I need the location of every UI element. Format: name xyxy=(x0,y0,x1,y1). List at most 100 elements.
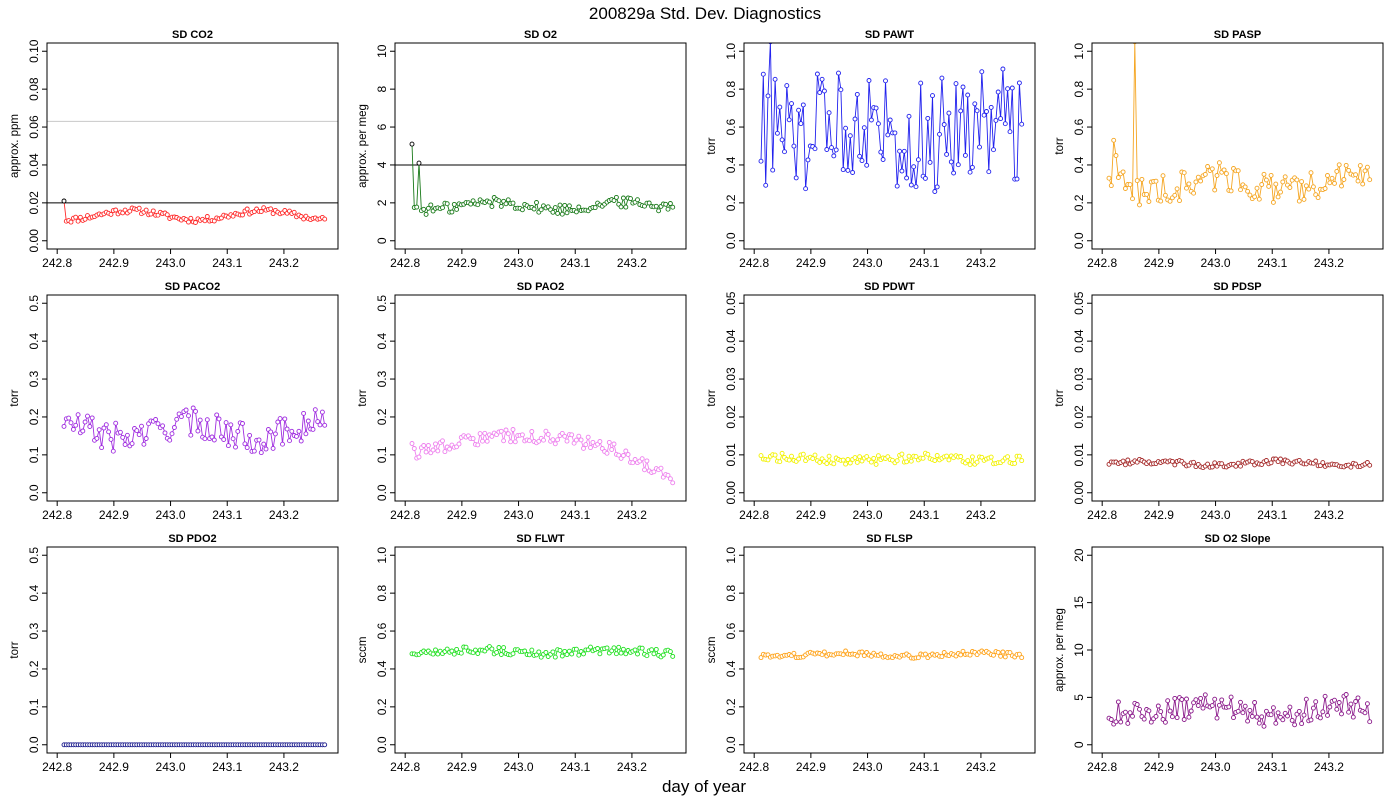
data-point xyxy=(258,450,264,456)
y-tick-label: 0.04 xyxy=(1072,329,1086,353)
y-tick-label: 0.3 xyxy=(375,370,389,387)
data-point xyxy=(303,431,309,437)
data-point xyxy=(1000,66,1006,72)
data-point xyxy=(1303,183,1309,189)
data-point xyxy=(894,183,900,189)
data-point xyxy=(969,164,975,170)
data-point xyxy=(639,645,645,651)
data-point xyxy=(1287,704,1293,710)
data-point xyxy=(526,652,532,658)
data-point xyxy=(1238,187,1243,193)
y-tick-label: 0.00 xyxy=(27,229,41,253)
data-point xyxy=(831,461,837,467)
x-tick-label: 243.2 xyxy=(617,760,647,774)
data-point xyxy=(284,426,290,432)
data-point xyxy=(433,441,438,447)
panel-title-pasp: SD PASP xyxy=(1214,29,1261,41)
x-tick-label: 243.0 xyxy=(1201,256,1231,270)
data-point xyxy=(1155,703,1161,709)
x-tick-label: 243.2 xyxy=(617,508,647,522)
x-tick-label: 243.0 xyxy=(504,508,534,522)
data-point xyxy=(1310,705,1316,711)
data-point xyxy=(984,109,989,114)
series-line-pawt xyxy=(760,43,1023,192)
data-point xyxy=(967,169,973,175)
plot-frame-pawt xyxy=(743,42,1036,250)
data-point xyxy=(423,449,429,455)
y-tick-label: 6 xyxy=(375,123,389,130)
data-point xyxy=(770,167,776,173)
y-axis-label-paco2: torr xyxy=(9,389,21,406)
data-point xyxy=(319,409,325,415)
x-tick-label: 242.8 xyxy=(42,256,72,270)
data-point xyxy=(651,469,657,475)
x-tick-label: 242.8 xyxy=(390,256,420,270)
data-point xyxy=(1270,199,1276,205)
data-point xyxy=(1322,186,1328,191)
data-point xyxy=(1172,192,1178,198)
series-paco2 xyxy=(61,405,328,456)
data-point xyxy=(934,184,940,190)
data-point xyxy=(932,189,938,194)
panel-title-o2: SD O2 xyxy=(524,29,557,41)
data-point xyxy=(1336,162,1342,168)
data-point xyxy=(939,75,945,81)
data-point xyxy=(1113,153,1119,158)
data-point xyxy=(1016,453,1022,459)
data-point xyxy=(760,71,766,77)
y-tick-label: 0.4 xyxy=(1072,156,1086,173)
data-point xyxy=(1137,706,1142,712)
y-axis-label-pdo2: torr xyxy=(9,641,21,658)
data-point xyxy=(803,186,809,192)
data-point xyxy=(120,434,126,440)
data-point xyxy=(925,115,931,121)
data-point xyxy=(536,649,542,655)
data-point xyxy=(440,438,445,444)
data-point xyxy=(425,205,431,211)
data-point xyxy=(1282,174,1288,180)
data-point xyxy=(451,651,457,657)
y-tick-label: 0.2 xyxy=(27,408,41,425)
data-point xyxy=(635,651,640,657)
data-point xyxy=(214,412,220,418)
series-pawt xyxy=(758,43,1025,194)
data-point xyxy=(649,647,655,653)
x-tick-label: 243.2 xyxy=(269,256,299,270)
data-point xyxy=(190,405,196,411)
data-point xyxy=(1235,168,1241,174)
data-point xyxy=(941,122,947,127)
x-tick-label: 242.8 xyxy=(1087,508,1117,522)
panel-pdo2: SD PDO2 242.8 242.9 243.0 243.1 243.2 0.0 0.1 0.… xyxy=(9,533,339,774)
data-point xyxy=(1327,180,1333,186)
data-point xyxy=(611,645,617,651)
data-point xyxy=(958,454,964,459)
data-point xyxy=(569,432,575,438)
data-point xyxy=(555,437,561,443)
data-point xyxy=(606,439,612,445)
data-point xyxy=(1364,164,1370,170)
data-point xyxy=(899,451,905,457)
x-axis-label: day of year xyxy=(662,777,746,796)
data-point xyxy=(1141,716,1147,722)
data-point xyxy=(1193,697,1199,703)
panel-paco2: SD PACO2 242.8 242.9 243.0 243.1 243.2 0.0 0.1 0… xyxy=(9,281,339,522)
data-point xyxy=(789,101,794,107)
data-point xyxy=(1111,137,1117,143)
data-point xyxy=(1174,715,1180,721)
data-point xyxy=(1160,173,1166,179)
x-tick-label: 243.0 xyxy=(853,760,883,774)
data-point xyxy=(618,204,624,210)
x-tick-label: 242.9 xyxy=(99,256,129,270)
data-point xyxy=(421,443,427,448)
data-point xyxy=(805,157,811,163)
data-point xyxy=(930,93,935,99)
data-point xyxy=(449,648,455,654)
x-tick-label: 243.2 xyxy=(966,508,996,522)
data-point xyxy=(77,214,83,220)
data-point xyxy=(1301,196,1307,202)
data-point xyxy=(897,148,903,154)
data-point xyxy=(1144,191,1150,197)
data-point xyxy=(885,132,891,138)
data-point xyxy=(939,654,945,660)
data-point xyxy=(174,416,180,422)
